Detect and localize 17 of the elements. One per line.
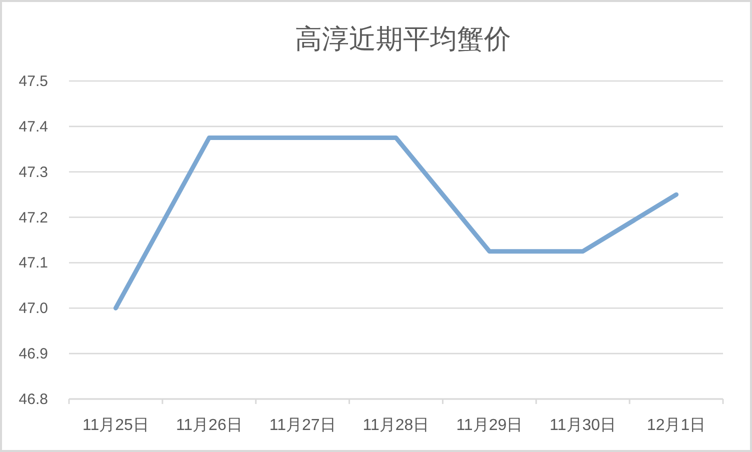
x-tick-label: 12月1日 (646, 417, 706, 434)
x-tick-label: 11月26日 (176, 417, 242, 434)
x-tick-label: 11月29日 (456, 417, 523, 434)
x-tick-label: 11月30日 (550, 417, 616, 434)
y-tick-label: 47.4 (18, 118, 48, 136)
y-tick-label: 47.1 (18, 254, 48, 272)
x-tick-label: 11月28日 (362, 417, 430, 434)
y-tick-label: 46.8 (18, 391, 48, 408)
x-tick-label: 11月25日 (82, 417, 149, 434)
y-tick-label: 47.3 (18, 164, 48, 181)
y-tick-label: 47.0 (18, 300, 48, 318)
chart-title: 高淳近期平均蟹价 (295, 24, 511, 54)
x-tick-label: 11月27日 (269, 417, 336, 434)
y-tick-label: 46.9 (18, 346, 48, 363)
y-tick-label: 47.2 (18, 209, 48, 226)
y-tick-label: 47.5 (18, 73, 48, 90)
line-series (113, 136, 679, 310)
